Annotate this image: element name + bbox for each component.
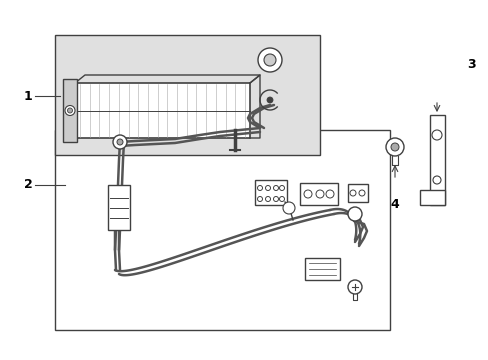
Circle shape bbox=[347, 207, 361, 221]
Bar bbox=[299, 183, 337, 205]
Circle shape bbox=[273, 185, 278, 190]
Circle shape bbox=[273, 197, 278, 202]
Circle shape bbox=[67, 108, 72, 113]
Circle shape bbox=[257, 185, 262, 190]
Circle shape bbox=[283, 202, 294, 214]
Bar bbox=[55, 130, 389, 330]
Bar bbox=[347, 184, 367, 202]
Bar bbox=[108, 185, 130, 230]
Bar bbox=[63, 79, 77, 142]
Circle shape bbox=[265, 197, 270, 202]
Text: 1: 1 bbox=[23, 90, 32, 103]
Circle shape bbox=[113, 135, 127, 149]
Circle shape bbox=[431, 130, 441, 140]
Circle shape bbox=[117, 139, 123, 145]
Bar bbox=[429, 115, 444, 205]
Circle shape bbox=[304, 190, 311, 198]
Circle shape bbox=[385, 138, 403, 156]
Circle shape bbox=[349, 190, 355, 196]
Text: 4: 4 bbox=[390, 198, 399, 211]
Circle shape bbox=[258, 48, 282, 72]
Circle shape bbox=[432, 176, 440, 184]
Circle shape bbox=[325, 190, 333, 198]
Text: 2: 2 bbox=[23, 179, 32, 192]
Circle shape bbox=[279, 197, 284, 202]
Bar bbox=[55, 35, 319, 155]
Circle shape bbox=[390, 143, 398, 151]
Circle shape bbox=[264, 54, 275, 66]
Circle shape bbox=[265, 185, 270, 190]
Circle shape bbox=[65, 105, 75, 116]
Bar bbox=[419, 190, 444, 205]
Bar bbox=[254, 180, 286, 205]
Circle shape bbox=[266, 97, 272, 103]
Text: 3: 3 bbox=[467, 58, 475, 72]
Circle shape bbox=[279, 185, 284, 190]
Bar bbox=[75, 83, 249, 138]
Circle shape bbox=[347, 280, 361, 294]
Bar bbox=[305, 258, 339, 280]
Circle shape bbox=[315, 190, 324, 198]
Circle shape bbox=[257, 197, 262, 202]
Circle shape bbox=[358, 190, 364, 196]
